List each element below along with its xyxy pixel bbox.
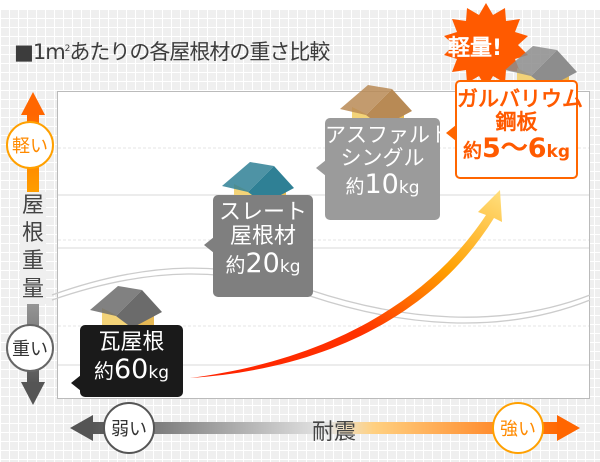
label-pointer: [446, 125, 456, 141]
material-weight: 約20kg: [225, 248, 301, 280]
gridlines: [58, 147, 589, 366]
material-name: アスファルト: [325, 123, 451, 147]
material-label-2: アスファルト シングル 約10kg: [325, 118, 451, 220]
improvement-arrow: [190, 190, 502, 378]
seismic-axis-arrow: [70, 415, 580, 441]
label-pointer: [204, 237, 214, 253]
y-axis-label: 屋根重量: [20, 192, 46, 304]
lightweight-badge: 軽量!: [448, 36, 503, 61]
material-name: 瓦屋根: [98, 330, 165, 355]
label-pointer: [316, 160, 326, 176]
x-axis-label: 耐震: [312, 420, 357, 445]
label-pointer: [71, 375, 81, 391]
material-weight: 約10kg: [345, 169, 420, 201]
page-title: ■1m2あたりの各屋根材の重さ比較: [14, 40, 330, 64]
badge-starburst: [444, 3, 528, 88]
material-weight: 約60kg: [94, 354, 169, 386]
weak-label: 弱い: [103, 402, 155, 454]
material-weight: 約5〜6kg: [462, 133, 571, 165]
material-label-1: スレート 屋根材 約20kg: [213, 195, 313, 297]
material-name: 屋根材: [229, 224, 296, 250]
top-band: [0, 0, 600, 10]
light-label: 軽い: [6, 121, 54, 169]
material-name: ガルバリウム: [457, 87, 583, 111]
material-label-0: 瓦屋根 約60kg: [80, 325, 183, 397]
material-label-3: ガルバリウム 鋼板 約5〜6kg: [455, 80, 583, 179]
strong-label: 強い: [492, 402, 544, 454]
material-name: シングル: [340, 146, 425, 171]
heavy-label: 重い: [6, 324, 54, 372]
material-name: スレート: [218, 200, 307, 225]
material-name: 鋼板: [495, 110, 538, 135]
